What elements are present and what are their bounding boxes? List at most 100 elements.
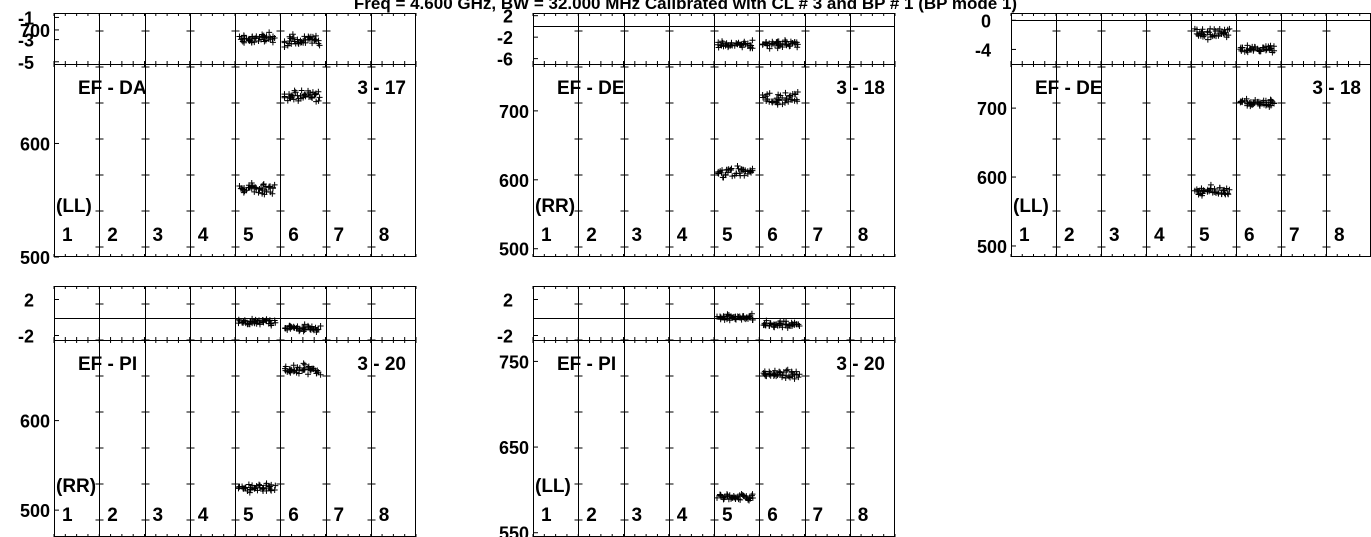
antenna-label: 4	[677, 505, 688, 526]
antenna-label: 3	[153, 505, 164, 526]
antenna-label: 8	[379, 505, 390, 526]
polarization-label: (LL)	[56, 196, 92, 217]
data-point	[302, 39, 309, 46]
antenna-label: 6	[767, 225, 778, 246]
amplitude-tick-label: 500	[499, 240, 529, 260]
data-point	[791, 90, 798, 97]
data-point	[1257, 48, 1264, 55]
data-point	[720, 313, 727, 320]
amplitude-tick-label: 600	[499, 171, 529, 191]
data-point	[268, 481, 275, 488]
data-point	[284, 326, 291, 333]
data-point	[1199, 26, 1206, 33]
data-point	[315, 88, 322, 95]
data-point	[786, 93, 793, 100]
data-point	[301, 325, 308, 332]
data-point	[794, 44, 801, 51]
data-point	[1256, 47, 1263, 54]
phase-tick-label: -5	[18, 53, 34, 73]
phase-tick-label: 0	[981, 11, 991, 31]
baseline-label: EF - PI	[78, 354, 137, 375]
antenna-label: 5	[722, 505, 733, 526]
data-point	[252, 184, 259, 191]
amplitude-tick-label: 700	[20, 21, 50, 41]
data-point	[314, 367, 321, 374]
data-point	[773, 321, 780, 328]
antenna-label: 1	[541, 505, 552, 526]
antenna-label: 6	[288, 505, 299, 526]
data-point	[271, 181, 278, 188]
data-point	[1262, 47, 1269, 54]
data-point	[749, 491, 756, 498]
data-point	[1271, 100, 1278, 107]
data-point	[266, 183, 273, 190]
data-point	[241, 39, 248, 46]
data-point	[261, 38, 268, 45]
data-point	[269, 39, 276, 46]
baseline-panel: 500 600 -2 2 EF - PI 3 - 20 (RR) 1 2 3 4 5 6 7 8	[18, 286, 417, 537]
data-point	[309, 326, 316, 333]
plot-header: Freq = 4.600 GHz, BW = 32.000 MHz Calibr…	[353, 0, 1018, 13]
data-point	[737, 496, 744, 503]
antenna-label: 5	[243, 225, 254, 246]
antenna-label: 5	[722, 225, 733, 246]
antenna-label: 1	[62, 505, 73, 526]
data-point	[1225, 32, 1232, 39]
phase-tick-label: -3	[18, 31, 34, 51]
data-point	[1216, 184, 1223, 191]
data-point	[793, 368, 800, 375]
data-point	[748, 42, 755, 49]
antenna-label: 3	[632, 225, 643, 246]
antenna-label: 7	[813, 505, 824, 526]
data-point	[253, 33, 260, 40]
antenna-label: 4	[198, 505, 209, 526]
data-point	[1243, 95, 1250, 102]
antenna-label: 7	[1289, 225, 1300, 246]
data-point	[290, 34, 297, 41]
data-point	[763, 317, 770, 324]
data-point	[316, 42, 323, 49]
antenna-label: 6	[288, 225, 299, 246]
data-point	[782, 89, 789, 96]
data-point	[780, 369, 787, 376]
antenna-label: 4	[198, 225, 209, 246]
data-point	[240, 32, 247, 39]
data-point	[738, 316, 745, 323]
antenna-label: 6	[1244, 225, 1255, 246]
polarization-label: (LL)	[535, 476, 571, 497]
data-point	[290, 362, 297, 369]
data-point	[766, 322, 773, 329]
data-point	[269, 185, 276, 192]
data-point	[1223, 185, 1230, 192]
data-point	[739, 44, 746, 51]
data-point	[305, 363, 312, 370]
data-point	[290, 96, 297, 103]
antenna-label: 8	[1334, 225, 1345, 246]
data-point	[282, 363, 289, 370]
amplitude-tick-label: 750	[499, 352, 529, 372]
data-point	[795, 374, 802, 381]
amplitude-tick-label: 600	[977, 168, 1007, 188]
data-point	[1271, 47, 1278, 54]
data-point	[1200, 31, 1207, 38]
data-point	[268, 487, 275, 494]
polarization-label: (RR)	[56, 476, 96, 497]
data-point	[794, 41, 801, 48]
amplitude-tick-label: 500	[20, 248, 50, 268]
data-point	[749, 167, 756, 174]
baseline-label: EF - DE	[557, 78, 625, 99]
antenna-label: 1	[1019, 225, 1030, 246]
antenna-label: 2	[586, 225, 597, 246]
amplitude-tick-label: 550	[499, 524, 529, 537]
data-point	[289, 31, 296, 38]
scan-label: 3 - 20	[836, 354, 885, 375]
data-point	[1224, 190, 1231, 197]
data-point	[775, 97, 782, 104]
data-point	[796, 371, 803, 378]
scan-label: 3 - 17	[357, 78, 406, 99]
data-point	[749, 317, 756, 324]
data-point	[735, 165, 742, 172]
data-point	[317, 322, 324, 329]
antenna-label: 7	[334, 225, 345, 246]
data-point	[749, 45, 756, 52]
